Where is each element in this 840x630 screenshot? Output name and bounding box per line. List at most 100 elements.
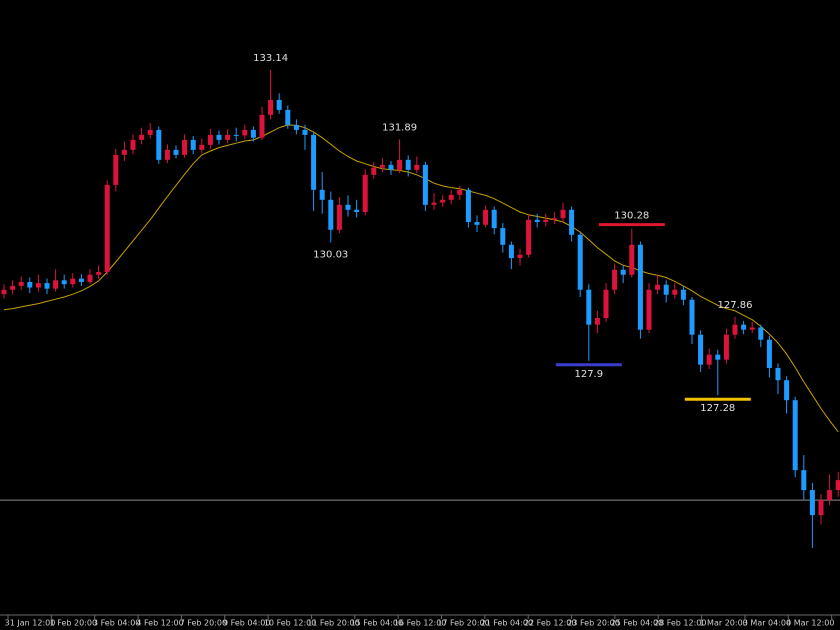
candle-body (87, 274, 93, 282)
candle-body (362, 174, 368, 213)
candle-body (594, 318, 600, 325)
candle-body (35, 283, 41, 288)
candle-body (526, 219, 532, 255)
x-tick-label: 3 Mar 04:00 (743, 619, 791, 628)
candle-body (293, 124, 299, 130)
candle-body (680, 289, 686, 300)
candle-body (835, 480, 840, 491)
candle-body (603, 289, 609, 319)
candle-body (827, 490, 833, 501)
candle-body (517, 254, 523, 259)
x-tick-label: 1 Mar 20:00 (699, 619, 747, 628)
x-tick-label: 4 Feb 12:00 (136, 619, 183, 628)
candle-body (44, 283, 50, 289)
candle-body (182, 139, 188, 155)
candle-body (164, 149, 170, 160)
x-tick-label: 28 Feb 12:00 (654, 619, 706, 628)
candle-body (276, 99, 282, 110)
candle-body (18, 281, 24, 286)
candle-body (53, 280, 59, 289)
candle-body (560, 209, 566, 219)
candle-body (732, 324, 738, 335)
candle-body (379, 164, 385, 168)
candle-body (388, 164, 394, 170)
x-tick-label: 23 Feb 20:00 (567, 619, 619, 628)
candle-body (371, 167, 377, 175)
candle-body (655, 284, 661, 290)
candle-body (715, 354, 721, 360)
candle-body (10, 285, 16, 290)
x-tick-label: 25 Feb 04:00 (611, 619, 663, 628)
candle-body (78, 278, 84, 282)
candle-body (818, 500, 824, 516)
annotation-label: 127.28 (700, 403, 735, 414)
candle-body (61, 280, 67, 285)
candle-body (250, 129, 256, 138)
candle-body (414, 164, 420, 170)
candle-body (285, 109, 291, 125)
candle-body (259, 114, 265, 138)
candle-body (96, 271, 102, 275)
candle-body (199, 144, 205, 150)
candle-body (405, 159, 411, 170)
x-tick-label: 9 Feb 04:00 (223, 619, 270, 628)
x-tick-label: 31 Jan 12:00 (5, 619, 56, 628)
candle-body (156, 129, 162, 160)
candle-body (336, 204, 342, 230)
candle-body (104, 184, 110, 272)
candle-body (612, 269, 618, 290)
candle-body (637, 244, 643, 330)
candle-body (483, 209, 489, 225)
x-tick-label: 11 Feb 20:00 (307, 619, 359, 628)
annotation-label: 133.14 (253, 53, 288, 64)
candle-body (268, 99, 274, 115)
candle-body (173, 149, 179, 155)
annotation-label: 130.28 (614, 211, 649, 222)
x-tick-label: 3 Feb 04:00 (93, 619, 140, 628)
candle-body (130, 139, 136, 150)
moving-average (3, 124, 839, 433)
candle-body (569, 209, 575, 235)
x-tick-label: 10 Feb 12:00 (264, 619, 316, 628)
x-tick-label: 21 Feb 04:00 (481, 619, 533, 628)
candle-body (113, 154, 119, 185)
annotation-label: 130.03 (313, 250, 348, 261)
candle-body (474, 222, 480, 225)
candle-body (1, 289, 7, 295)
candle-body (792, 400, 798, 471)
candle-body (139, 134, 145, 140)
candle-body (551, 218, 557, 220)
candle-body (766, 339, 772, 369)
candle-body (749, 327, 755, 330)
candle-body (397, 159, 403, 170)
x-tick-label: 15 Feb 04:00 (351, 619, 403, 628)
candle-body (801, 470, 807, 491)
candle-body (465, 189, 471, 223)
candle-body (809, 490, 815, 516)
x-tick-label: 17 Feb 20:00 (437, 619, 489, 628)
candle-body (629, 244, 635, 275)
candle-body (543, 219, 549, 223)
candle-body (448, 194, 454, 200)
candle-body (508, 244, 514, 259)
candle-body (431, 202, 437, 205)
candle-body (345, 204, 351, 210)
annotation-label: 127.9 (574, 369, 603, 380)
candle-body (207, 134, 213, 145)
candle-body (311, 134, 317, 190)
candle-body (706, 354, 712, 365)
candle-body (775, 368, 781, 381)
candle-body (698, 334, 704, 365)
candle-body (672, 289, 678, 295)
candle-body (758, 327, 764, 340)
candle-body (741, 324, 747, 330)
candle-body (328, 199, 334, 230)
candle-body (663, 284, 669, 295)
candle-body (586, 289, 592, 325)
candle-body (302, 129, 308, 135)
x-tick-label: 1 Feb 20:00 (50, 619, 97, 628)
x-tick-label: 22 Feb 12:00 (524, 619, 576, 628)
